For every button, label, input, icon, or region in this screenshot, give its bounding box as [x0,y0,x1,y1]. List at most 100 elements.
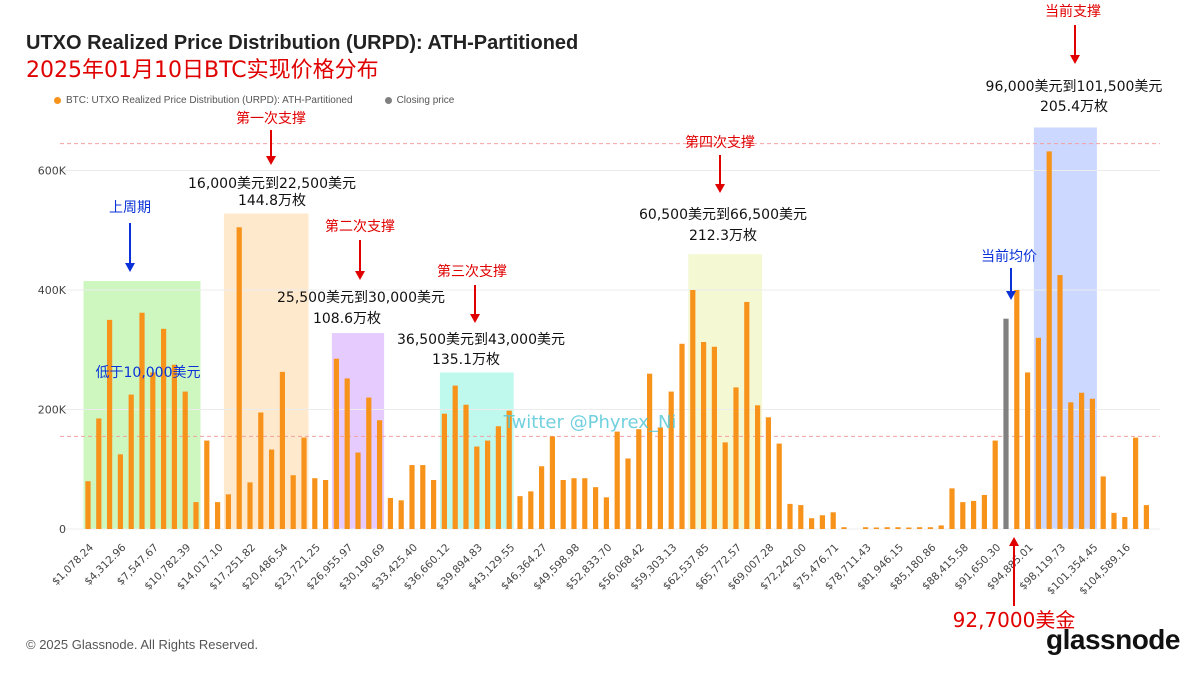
annotation-support1-range: 16,000美元到22,500美元 [188,176,356,192]
bar [1046,151,1052,529]
bar [355,452,361,529]
bar [506,410,512,529]
bar [1079,392,1085,529]
gridlines [60,170,1160,530]
annotation-support2-amount: 108.6万枚 [313,311,381,327]
bar [1014,290,1020,529]
bar [171,364,177,529]
arrow-price-up [1009,537,1019,606]
annotation-support4-amount: 212.3万枚 [689,228,757,244]
annotation-current-support: 当前支撑 [1045,3,1101,20]
bar [819,515,825,529]
bar [495,426,501,529]
bar [938,525,944,529]
annotation-price-label: 92,7000美金 [953,608,1076,632]
bar [690,290,696,529]
legend-item-urpd[interactable]: BTC: UTXO Realized Price Distribution (U… [54,95,353,106]
legend-item-closing[interactable]: Closing price [384,95,454,106]
reference-lines [60,143,1160,437]
arrow-support2 [355,240,365,280]
bar [863,527,869,529]
bar [258,412,264,529]
bar [301,437,307,529]
annotation-support3: 第三次支撑 [437,263,507,280]
bar [960,502,966,529]
bar [549,436,555,529]
bar [182,391,188,529]
bar [830,512,836,529]
arrow-current-avg [1006,268,1016,300]
chart-subtitle: 2025年01月10日BTC实现价格分布 [26,58,379,83]
bar [1122,517,1128,529]
arrow-support3 [470,285,480,323]
annotation-support3-amount: 135.1万枚 [432,352,500,368]
annotation-support4-range: 60,500美元到66,500美元 [639,207,807,223]
annotation-current-range: 96,000美元到101,500美元 [986,79,1163,95]
bar [1057,275,1063,529]
bar [776,443,782,529]
bar [1025,372,1031,529]
arrow-support1-head [266,156,276,165]
bar [463,404,469,529]
arrow-cycle [125,223,135,272]
highlight-zone-6 [1033,127,1097,529]
bar [387,497,393,529]
bar [128,394,134,529]
arrow-support1 [266,130,276,165]
bar [582,478,588,529]
bar [593,487,599,529]
bar [528,491,534,529]
y-tick-label: 400K [38,284,67,297]
bar [215,502,221,529]
bar [571,478,577,529]
bars [85,151,1149,529]
y-tick-label: 200K [38,404,67,417]
bar [668,391,674,529]
bar [1068,402,1074,529]
bar [247,482,253,529]
bar [657,427,663,529]
bar [917,527,923,529]
highlight-zone-2 [223,213,309,529]
bar [701,341,707,529]
bar [873,527,879,529]
bar [560,480,566,529]
bar [236,227,242,529]
bar [409,465,415,529]
bar [161,328,167,529]
bar [1035,337,1041,529]
bar [798,505,804,529]
annotation-current-avg: 当前均价 [981,248,1037,265]
arrow-cycle-head [125,263,135,272]
arrow-current-support [1070,25,1080,64]
bar [366,397,372,529]
bar [603,497,609,529]
bar [193,502,199,529]
legend-swatch-gray [384,97,392,104]
annotation-support1-amount: 144.8万枚 [238,193,306,209]
bar [614,431,620,529]
annotation-support2-range: 25,500美元到30,000美元 [277,290,445,306]
bar [647,373,653,529]
annotation-support4: 第四次支撑 [685,134,755,151]
bar [733,387,739,529]
annotation-current-amount: 205.4万枚 [1040,99,1108,115]
y-tick-label: 600K [38,165,67,178]
y-tick-label: 0 [59,523,66,536]
y-axis: 0 200K 400K 600K [38,165,67,537]
bar [139,312,145,529]
bar [744,301,750,529]
bar [441,413,447,529]
bar [377,420,383,529]
annotation-support2: 第二次支撑 [325,218,395,235]
bar [787,503,793,529]
bar [96,418,102,529]
bar [85,481,91,529]
bar [841,527,847,529]
bar [398,500,404,529]
arrow-current-support-head [1070,55,1080,64]
annotation-support3-range: 36,500美元到43,000美元 [397,332,565,348]
arrow-support3-head [470,314,480,323]
